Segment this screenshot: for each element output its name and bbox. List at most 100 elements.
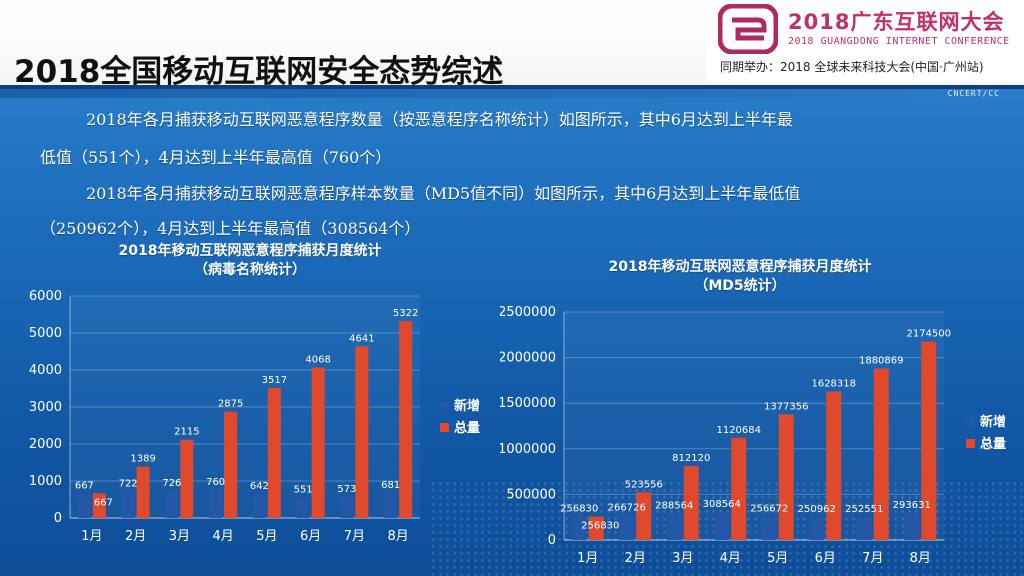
page-title: 2018全国移动互联网安全态势综述 [14,54,504,90]
chart2-bar-total [826,391,842,540]
chart2-title: 2018年移动互联网恶意程序捕获月度统计 （MD5统计） [560,258,920,296]
chart2-data-label-new: 252551 [845,504,883,515]
chart2-bar-new [619,515,635,540]
paragraph-2: 低值（551个），4月达到上半年最高值（760个） [40,148,392,167]
chart2-bar-new [714,511,730,540]
chart1-data-label-new: 551 [294,485,313,496]
chart2-y-tick-label: 2500000 [500,305,556,320]
chart1-bar-total [355,346,369,518]
chart2-bar-new [904,513,920,540]
chart1-y-tick-label: 4000 [29,363,62,378]
chart2-x-tick-label: 6月 [815,551,836,566]
chart2-data-label-total: 256830 [581,521,619,532]
chart2-legend-label: 新增 [980,414,1006,430]
chart2-data-label-total: 1377356 [764,401,809,412]
chart1-data-label-new: 760 [206,477,225,488]
chart1-y-tick-label: 1000 [29,474,62,489]
chart2-data-label-total: 2174500 [906,329,951,340]
chart1-data-label-total: 4068 [305,354,330,365]
chart1-y-tick-label: 6000 [29,289,62,304]
chart1-legend-swatch [440,401,449,410]
chart1-bar-new [77,493,91,518]
chart2-data-label-total: 1628318 [811,378,856,389]
conference-tagline: 同期举办：2018 全球未来科技大会(中国·广州站) [720,60,984,74]
chart2-bar-new [571,516,587,540]
chart2-x-tick-label: 5月 [767,551,788,566]
chart2-x-tick-label: 2月 [625,551,646,566]
conference-subtitle: 2018 GUANGDONG INTERNET CONFERENCE [788,36,1010,47]
chart2-data-label-total: 1120684 [716,425,761,436]
chart2-bar-new [809,517,825,540]
chart2-data-label-new: 250962 [798,504,836,515]
chart2-x-tick-label: 1月 [577,551,598,566]
chart2-data-label-new: 256830 [560,504,598,515]
chart1-x-tick-label: 6月 [300,529,321,544]
chart2-legend-swatch [966,417,975,426]
chart1-x-tick-label: 4月 [212,529,233,544]
chart1-bar-total [399,321,413,518]
chart2-y-tick-label: 2000000 [500,351,556,366]
org-label: CNCERT/CC [947,89,1000,98]
chart2-bar-total [873,368,889,540]
paragraph-1: 2018年各月捕获移动互联网恶意程序数量（按恶意程序名称统计）如图所示，其中6月… [86,110,793,129]
conference-logo-box: 2018广东互联网大会 2018 GUANGDONG INTERNET CONF… [706,0,1024,82]
chart2-y-tick-label: 1000000 [500,442,556,457]
chart2-subtitle: （MD5统计） [694,278,786,294]
chart1-subtitle: （病毒名称统计） [194,262,306,278]
chart2-legend-label: 总量 [980,436,1006,452]
chart1-data-label-new: 642 [250,481,269,492]
chart1-data-label-total: 2115 [174,427,199,438]
chart1-legend-swatch [440,423,449,432]
chart1-bar-new [252,494,266,518]
chart2-y-tick-label: 0 [548,533,556,548]
chart1-x-tick-label: 7月 [344,529,365,544]
chart2-bar-total [636,492,652,540]
chart1-bar-new [384,492,398,518]
chart1-y-tick-label: 5000 [29,326,62,341]
chart1-x-tick-label: 8月 [387,529,408,544]
chart2-bar-total [921,341,937,540]
chart2-title-line: 2018年移动互联网恶意程序捕获月度统计 [608,259,872,275]
chart1-legend-label: 新增 [454,398,480,414]
chart2-svg: 0 500000 1000000 1500000 2000000 2500000 25683… [500,305,1006,566]
chart1-y-tick-label: 0 [54,511,62,526]
paragraph-4: （250962个），4月达到上半年最高值（308564个） [40,219,421,238]
chart2-data-label-new: 288564 [655,501,693,512]
chart2-data-label-total: 812120 [672,453,710,464]
chart2-y-tick-label: 500000 [506,487,556,502]
chart1-bar-total [92,493,106,518]
chart1-data-label-total: 1389 [130,454,155,465]
chart1-x-tick-label: 3月 [169,529,190,544]
chart1-bar-total [224,411,238,518]
chart1-data-label-total: 3517 [262,375,287,386]
chart1-bar-new [165,491,179,518]
chart1-bar-total [267,387,281,518]
chart2-y-tick-label: 1500000 [500,396,556,411]
conference-title: 2018广东互联网大会 [788,10,1005,34]
chart1-bar-new [121,491,135,518]
chart2-bar-total [778,414,794,540]
chart2-data-label-total: 523556 [625,479,663,490]
chart2-legend-swatch [966,439,975,448]
chart2-x-tick-label: 3月 [672,551,693,566]
chart2-x-tick-label: 8月 [910,551,931,566]
chart1-x-tick-label: 5月 [256,529,277,544]
chart1-x-tick-label: 2月 [125,529,146,544]
chart2-data-label-new: 266726 [608,503,646,514]
conference-logo-icon [718,4,778,54]
chart2-data-label-new: 256672 [750,504,788,515]
chart1-data-label-new: 573 [337,484,356,495]
chart1-data-label-new: 681 [381,480,400,491]
paragraph-3: 2018年各月捕获移动互联网恶意程序样本数量（MD5值不同）如图所示，其中6月达… [86,184,801,203]
chart2-data-label-new: 308564 [703,499,741,510]
chart1-title-line: 2018年移动互联网恶意程序捕获月度统计 [118,243,382,259]
chart1-bar-new [296,497,310,518]
chart1-bar-new [340,496,354,518]
chart2-bar-total [731,437,747,540]
chart2-data-label-new: 293631 [893,500,931,511]
chart2-bar-total [683,465,699,540]
chart1-title: 2018年移动互联网恶意程序捕获月度统计 （病毒名称统计） [70,242,430,280]
chart2-x-tick-label: 7月 [862,551,883,566]
chart1-y-tick-label: 3000 [29,400,62,415]
sub-divider [0,89,1024,98]
